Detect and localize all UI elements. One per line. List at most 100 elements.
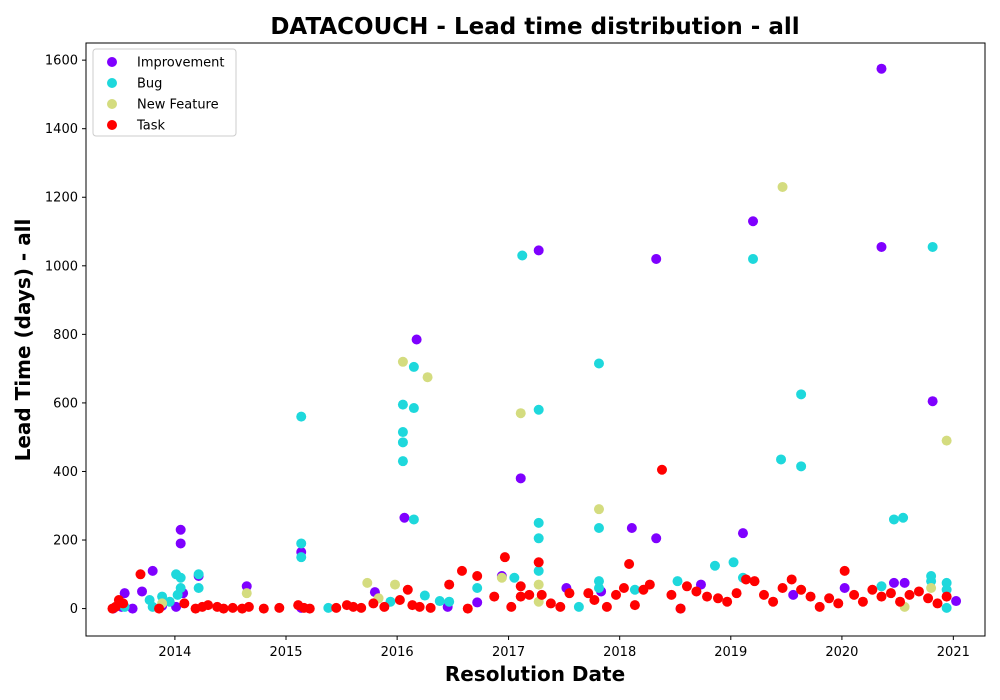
- point-task: [731, 588, 742, 599]
- point-bug: [796, 461, 807, 472]
- point-bug: [296, 411, 307, 422]
- point-task: [203, 600, 214, 611]
- point-task: [227, 602, 238, 613]
- point-bug: [472, 583, 483, 594]
- point-task: [839, 565, 850, 576]
- point-bug: [573, 601, 584, 612]
- point-bug: [517, 250, 528, 261]
- point-task: [243, 601, 254, 612]
- point-task: [218, 603, 229, 614]
- point-task: [629, 600, 640, 611]
- point-task: [857, 596, 868, 607]
- point-bug: [296, 552, 307, 563]
- chart-title: DATACOUCH - Lead time distribution - all: [270, 14, 799, 40]
- point-task: [135, 569, 146, 580]
- y-axis-label: Lead Time (days) - all: [11, 219, 35, 462]
- legend: Improvement Bug New Feature Task: [92, 48, 237, 137]
- point-bug: [444, 596, 455, 607]
- point-task: [814, 601, 825, 612]
- point-bug: [876, 581, 887, 592]
- point-bug: [419, 590, 430, 601]
- point-task: [849, 589, 860, 600]
- x-tick-label: 2016: [381, 645, 414, 660]
- point-bug: [926, 576, 937, 587]
- point-task: [462, 603, 473, 614]
- point-task: [179, 598, 190, 609]
- point-improvement: [899, 577, 910, 588]
- point-bug: [509, 572, 520, 583]
- point-new-feature: [533, 579, 544, 590]
- point-bug: [927, 241, 938, 252]
- point-bug: [629, 584, 640, 595]
- point-task: [348, 601, 359, 612]
- point-bug: [941, 577, 952, 588]
- point-task: [545, 598, 556, 609]
- legend-label-task: Task: [136, 119, 166, 134]
- point-task: [472, 571, 483, 582]
- point-task: [713, 593, 724, 604]
- point-task: [681, 581, 692, 592]
- x-tick-label: 2019: [714, 645, 747, 660]
- point-task: [499, 552, 510, 563]
- point-task: [515, 591, 526, 602]
- point-task: [833, 598, 844, 609]
- point-new-feature: [397, 356, 408, 367]
- point-task: [758, 589, 769, 600]
- point-task: [533, 557, 544, 568]
- point-task: [564, 588, 575, 599]
- point-bug: [796, 389, 807, 400]
- x-tick-label: 2017: [492, 645, 525, 660]
- point-improvement: [241, 581, 252, 592]
- point-bug: [593, 523, 604, 534]
- point-task: [536, 589, 547, 600]
- point-bug: [672, 576, 683, 587]
- point-bug: [397, 456, 408, 467]
- point-bug: [728, 557, 739, 568]
- point-task: [425, 602, 436, 613]
- point-improvement: [533, 245, 544, 256]
- point-new-feature: [515, 408, 526, 419]
- point-bug: [164, 596, 175, 607]
- point-improvement: [737, 528, 748, 539]
- legend-marker-improvement: [107, 57, 117, 67]
- point-task: [555, 601, 566, 612]
- point-new-feature: [241, 588, 252, 599]
- point-task: [589, 595, 600, 606]
- point-task: [356, 602, 367, 613]
- point-new-feature: [362, 577, 373, 588]
- point-task: [885, 588, 896, 599]
- point-task: [666, 589, 677, 600]
- legend-label-new-feature: New Feature: [137, 98, 219, 113]
- data-points: [107, 63, 962, 614]
- point-task: [304, 603, 315, 614]
- point-bug: [533, 517, 544, 528]
- point-task: [489, 591, 500, 602]
- point-bug: [296, 538, 307, 549]
- point-improvement: [137, 586, 148, 597]
- point-task: [876, 591, 887, 602]
- point-bug: [172, 589, 183, 600]
- point-task: [923, 593, 934, 604]
- point-task: [601, 601, 612, 612]
- point-task: [379, 601, 390, 612]
- point-bug: [397, 437, 408, 448]
- y-tick-label: 1000: [45, 259, 78, 274]
- legend-marker-new-feature: [107, 99, 117, 109]
- point-task: [618, 583, 629, 594]
- y-axis-ticks: 0 200 400 600 800 1000 1200 1400 1600: [45, 54, 86, 617]
- point-task: [154, 603, 165, 614]
- point-bug: [323, 602, 334, 613]
- point-task: [656, 464, 667, 475]
- x-tick-label: 2020: [825, 645, 858, 660]
- point-task: [904, 589, 915, 600]
- point-bug: [408, 403, 419, 414]
- point-bug: [776, 454, 787, 465]
- point-task: [867, 584, 878, 595]
- point-task: [515, 581, 526, 592]
- point-improvement: [951, 596, 962, 607]
- point-task: [368, 598, 379, 609]
- point-improvement: [626, 523, 637, 534]
- point-task: [691, 586, 702, 597]
- legend-label-improvement: Improvement: [137, 56, 224, 71]
